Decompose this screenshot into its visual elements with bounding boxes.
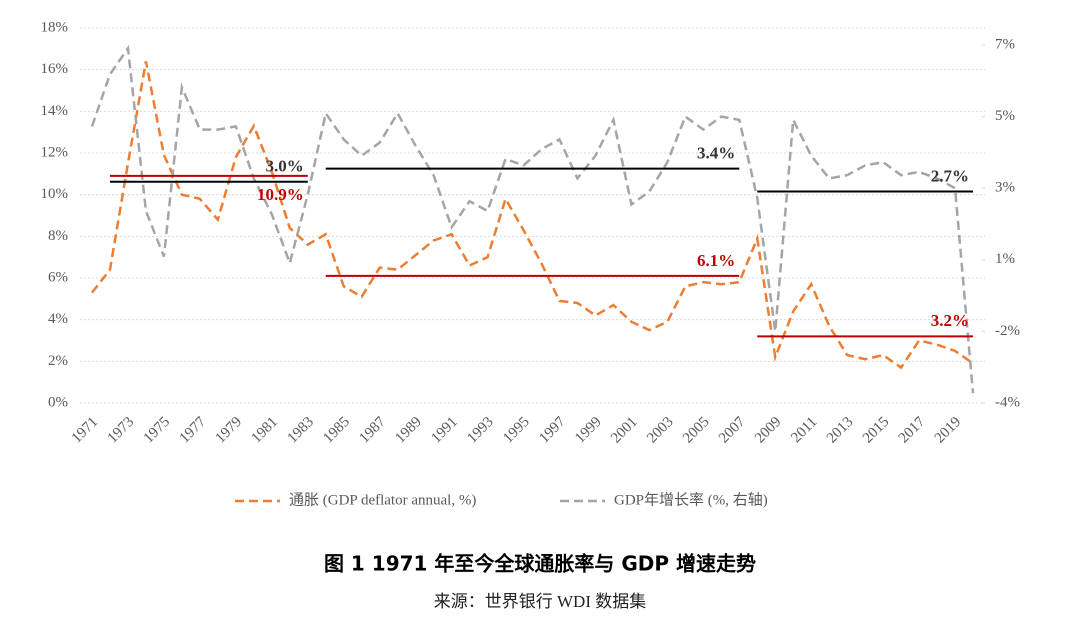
x-tick-label: 1993 [464, 414, 497, 447]
x-tick-label: 2013 [824, 414, 857, 447]
average-label: 6.1% [697, 251, 735, 270]
x-tick-label: 1999 [572, 414, 605, 447]
x-tick-label: 1977 [177, 414, 210, 447]
y2-tick-label: -4% [995, 394, 1020, 410]
x-tick-label: 2007 [716, 414, 749, 447]
x-tick-label: 1985 [320, 414, 353, 447]
x-tick-label: 2001 [608, 414, 641, 447]
series-line [91, 61, 974, 370]
y-tick-label: 0% [48, 394, 68, 410]
y2-tick-label: 5% [995, 108, 1015, 124]
x-tick-label: 1979 [213, 414, 246, 447]
x-tick-label: 1989 [392, 414, 425, 447]
average-label: 3.0% [266, 157, 304, 176]
x-tick-label: 1981 [249, 414, 282, 447]
y-tick-label: 6% [48, 269, 68, 285]
legend-label: 通胀 (GDP deflator annual, %) [289, 491, 476, 508]
series-line [90, 44, 975, 394]
y-tick-label: 14% [41, 103, 69, 119]
chart-source: 来源：世界银行 WDI 数据集 [434, 592, 646, 611]
chart-title: 图 1 1971 年至今全球通胀率与 GDP 增速走势 [324, 552, 756, 576]
y-tick-label: 4% [48, 311, 68, 327]
x-tick-label: 2005 [680, 414, 713, 447]
y-tick-label: 8% [48, 228, 68, 244]
x-tick-label: 1973 [105, 414, 138, 447]
x-tick-label: 2019 [932, 414, 965, 447]
x-tick-label: 2017 [896, 414, 929, 447]
x-tick-label: 1991 [428, 414, 461, 447]
average-label: 2.7% [931, 166, 969, 185]
x-tick-label: 1971 [69, 414, 102, 447]
legend-label: GDP年增长率 (%, 右轴) [614, 491, 768, 508]
y2-tick-label: 1% [995, 251, 1015, 267]
y-tick-label: 12% [41, 144, 69, 160]
x-tick-label: 1975 [141, 414, 174, 447]
x-tick-label: 2015 [860, 414, 893, 447]
average-label: 3.2% [931, 311, 969, 330]
y-tick-label: 2% [48, 353, 68, 369]
y2-tick-label: -2% [995, 323, 1020, 339]
y-tick-label: 16% [41, 61, 69, 77]
y-tick-label: 18% [41, 19, 69, 35]
y-tick-label: 10% [41, 186, 69, 202]
x-tick-label: 1995 [500, 414, 533, 447]
y2-tick-label: 3% [995, 180, 1015, 196]
x-tick-label: 2009 [752, 414, 785, 447]
x-tick-label: 2011 [788, 414, 820, 446]
x-tick-label: 1987 [356, 414, 389, 447]
average-label: 10.9% [257, 185, 304, 204]
x-tick-label: 1983 [284, 414, 317, 447]
x-tick-label: 1997 [536, 414, 569, 447]
y2-tick-label: 7% [995, 36, 1015, 52]
average-label: 3.4% [697, 144, 735, 163]
x-tick-label: 2003 [644, 414, 677, 447]
